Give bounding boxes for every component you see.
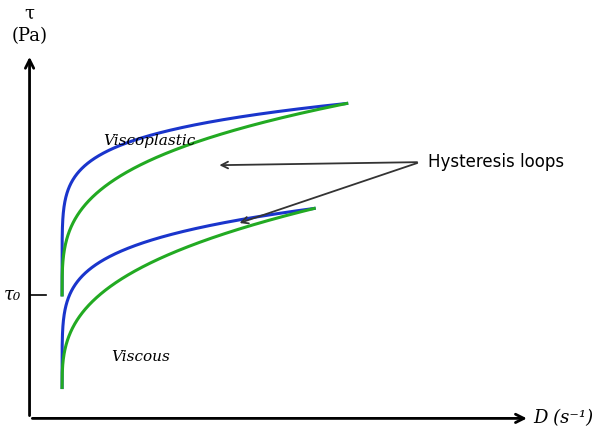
Text: τ
(Pa): τ (Pa) <box>11 4 47 45</box>
Text: D (s⁻¹): D (s⁻¹) <box>534 410 594 427</box>
Text: Viscous: Viscous <box>111 350 170 364</box>
Text: Hysteresis loops: Hysteresis loops <box>428 153 564 171</box>
Text: τ₀: τ₀ <box>4 286 22 304</box>
Text: Viscoplastic: Viscoplastic <box>103 134 195 148</box>
